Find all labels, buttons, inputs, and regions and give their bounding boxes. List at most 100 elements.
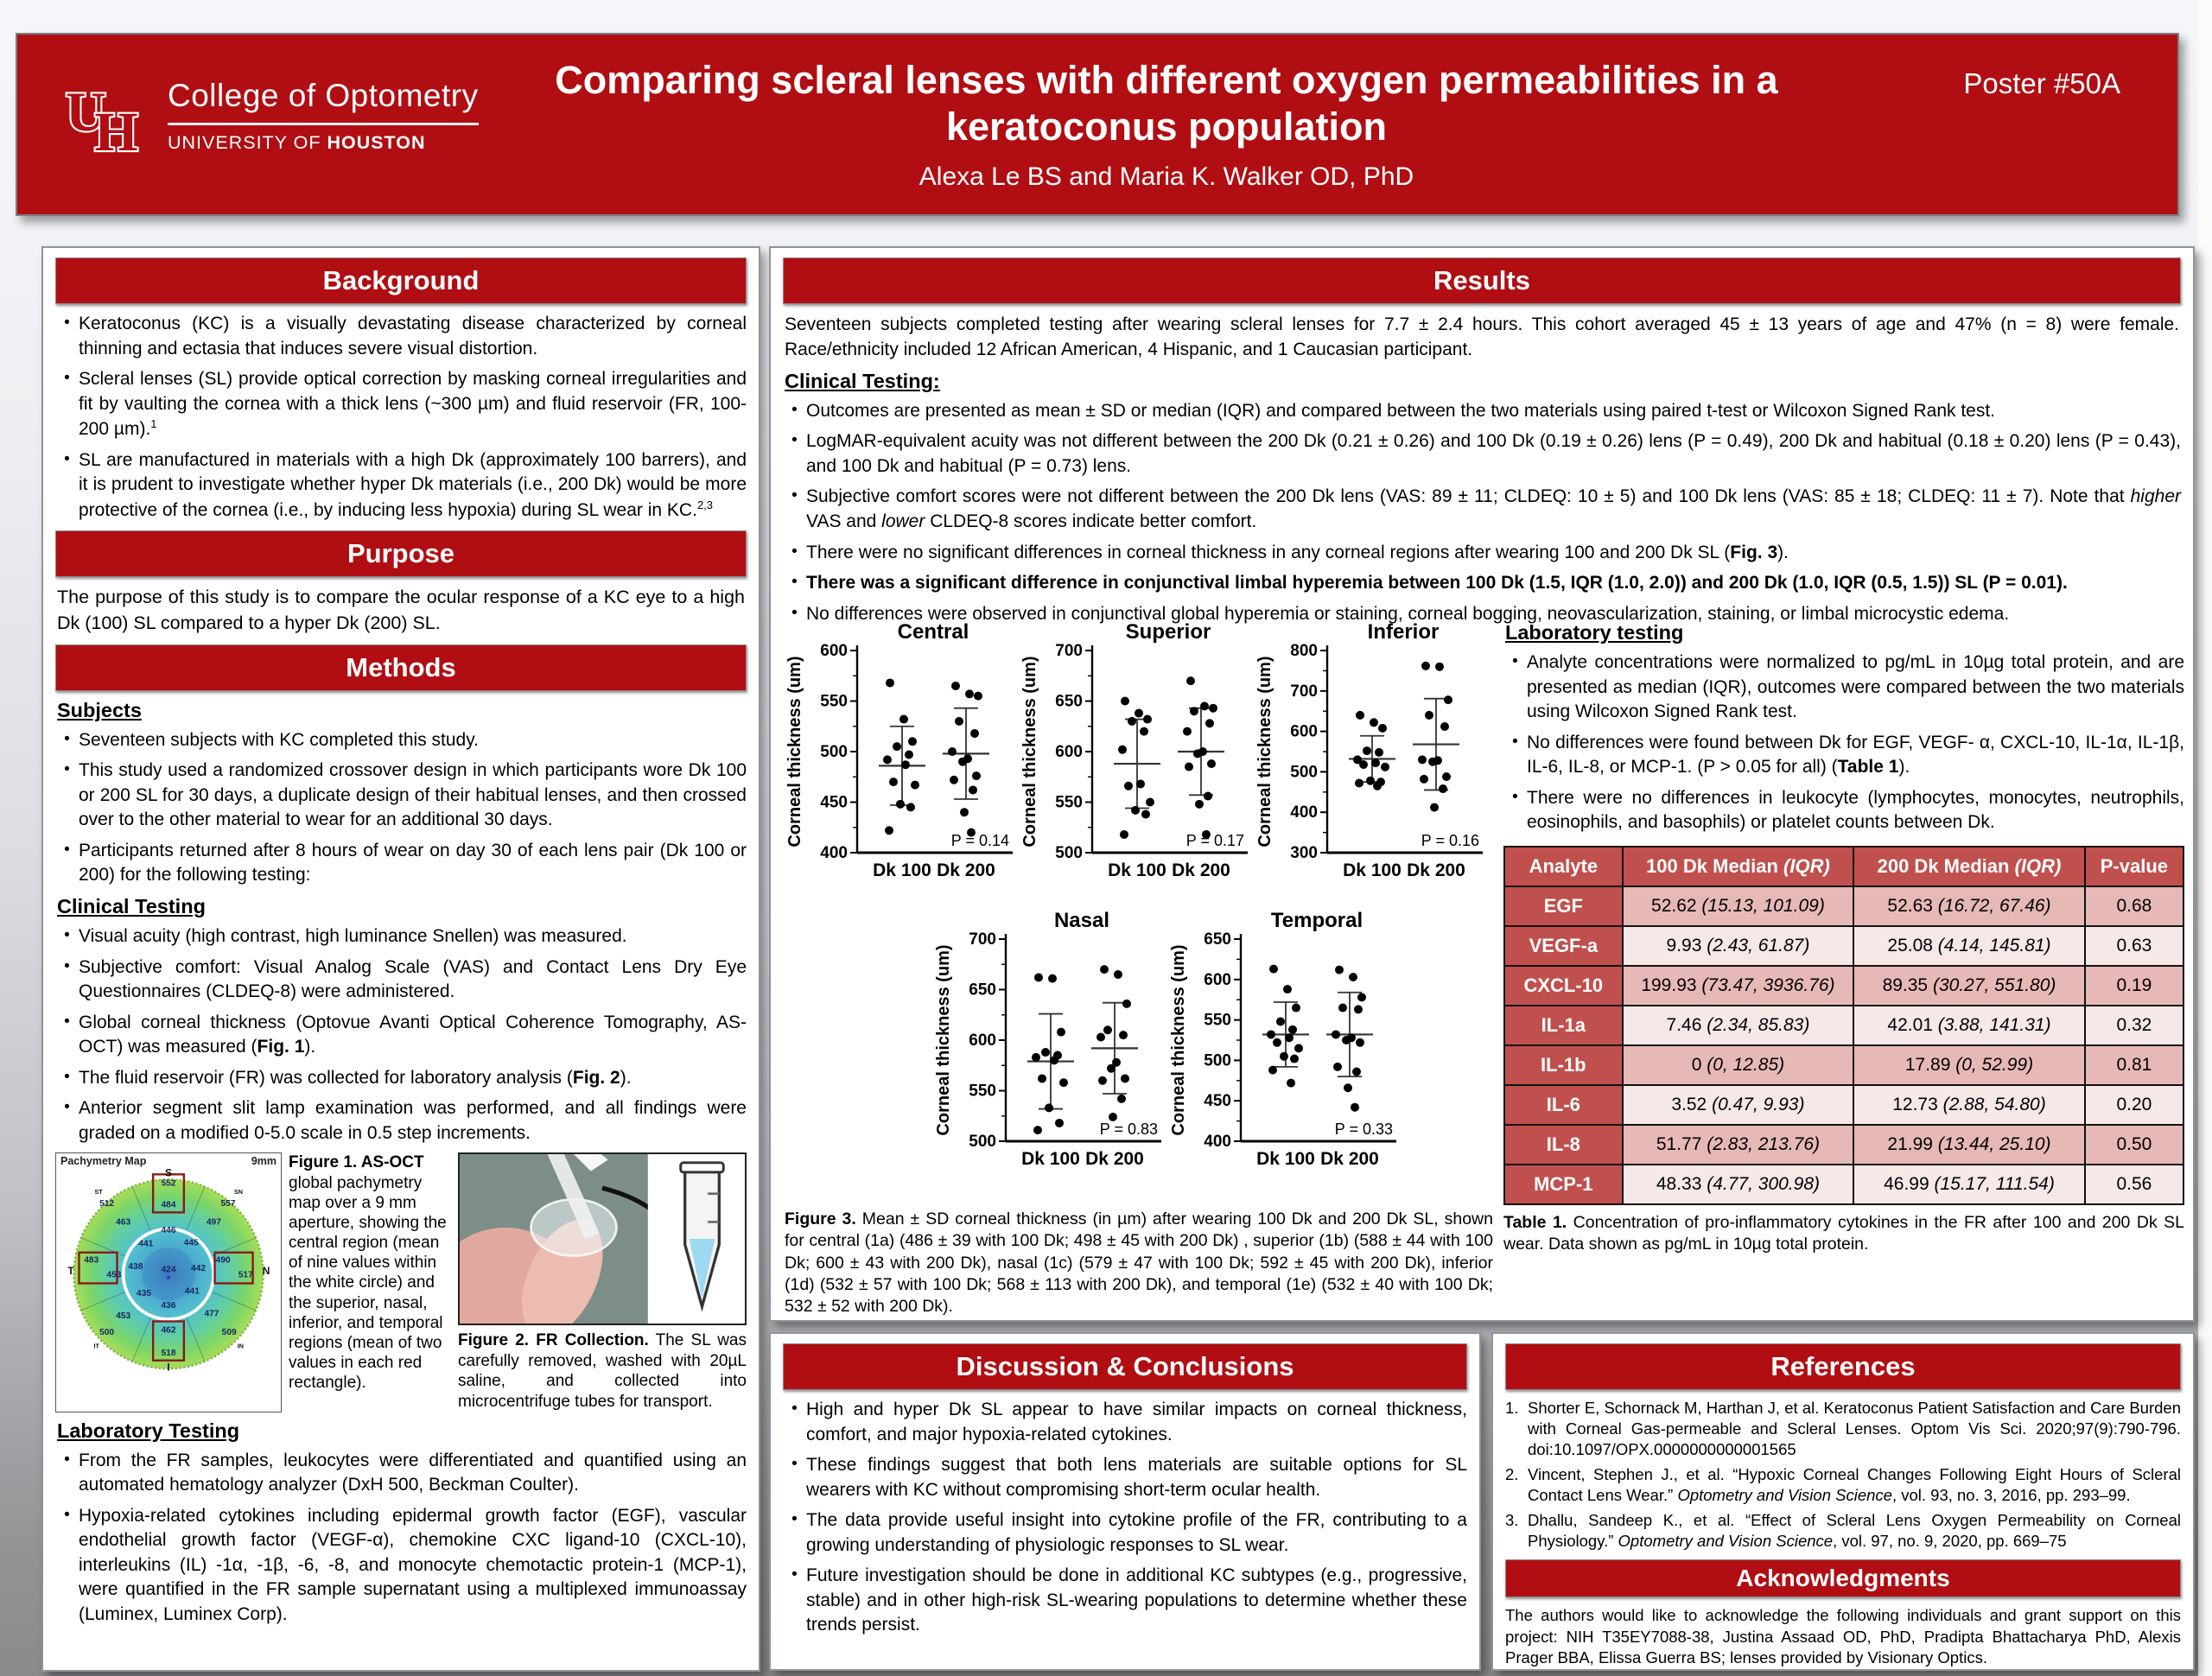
pachymetry-value: 557 [220,1200,235,1209]
value-cell: 7.46 (2.34, 85.83) [1621,1004,1855,1046]
data-point [906,803,915,812]
methods-heading: Methods [55,644,747,691]
pachymetry-value: 435 [137,1289,151,1298]
figure1-caption-body: global pachymetry map over a 9 mm apertu… [289,1173,447,1393]
figure1-caption: Figure 1. AS-OCT global pachymetry map o… [289,1152,451,1412]
pachymetry-value: 441 [138,1240,153,1249]
svg-text:Nasal: Nasal [1054,909,1109,932]
data-point [1378,723,1387,733]
value-cell: 0.20 [2083,1083,2185,1126]
acknowledgments-text: The authors would like to acknowledge th… [1505,1606,2181,1667]
data-point [1185,762,1193,771]
analyte-cell: IL-8 [1503,1123,1624,1165]
bullet-item: • There were no differences in leukocyte … [1503,786,2184,835]
table-header-row: Analyte 100 Dk Median (IQR) 200 Dk Median … [1503,845,2185,887]
bullet-marker: • [1512,652,1518,670]
header-titles: Comparing scleral lenses with different … [553,57,1780,192]
bullet-text: From the FR samples, leukocytes were dif… [79,1450,747,1495]
bullet-text: There were no significant differences in… [806,542,1789,562]
data-point [1287,1078,1295,1088]
data-point [1122,999,1131,1008]
data-point [1055,1118,1064,1127]
figures-row: Pachymetry Map 9mm 552 484 512 557 463 497 446… [55,1152,747,1413]
data-point [1140,727,1148,736]
svg-text:550: 550 [969,1082,996,1101]
data-point [955,716,963,726]
svg-text:Corneal thickness (um): Corneal thickness (um) [934,944,953,1135]
region-box [78,1251,118,1286]
pachymetry-value: 552 [161,1179,175,1189]
bullet-marker: • [791,400,798,419]
direction-label: I [167,1362,169,1373]
region-box [151,1173,186,1214]
bullet-marker: • [1512,732,1518,751]
svg-text:300: 300 [1290,844,1318,862]
svg-text:Corneal thickness (um): Corneal thickness (um) [1255,656,1274,847]
bullet-marker: • [64,1505,70,1524]
data-point [1373,781,1382,790]
svg-text:Corneal thickness (um): Corneal thickness (um) [1169,944,1188,1135]
data-point [1034,973,1043,982]
value-cell: 46.99 (15.17, 111.54) [1853,1163,2086,1205]
data-point [950,775,958,784]
bullet-marker: • [64,925,70,944]
bullet-text: This study used a randomized crossover d… [79,760,747,830]
direction-label: SN [234,1189,243,1196]
bullet-text: Visual acuity (high contrast, high lumin… [79,925,627,946]
bullet-marker: • [64,1012,70,1031]
bullet-marker: • [791,1565,798,1584]
bullet-text: SL are manufactured in materials with a … [79,449,747,520]
data-point [1050,1056,1058,1065]
poster-authors: Alexa Le BS and Maria K. Walker OD, PhD [918,162,1414,191]
cytokine-table: Analyte 100 Dk Median (IQR) 200 Dk Median … [1503,845,2185,1205]
pachymetry-value: 462 [161,1326,175,1336]
bullet-text: Seventeen subjects with KC completed thi… [79,729,480,750]
logo-text: College of Optometry UNIVERSITY OF HOUST… [168,73,479,154]
value-cell: 52.63 (16.72, 67.46) [1853,885,2086,927]
clinical-bullets: • Visual acuity (high contrast, high lumi… [55,924,747,1146]
value-cell: 0.56 [2083,1163,2185,1205]
center-marker: * [166,1273,171,1287]
svg-text:550: 550 [820,693,848,711]
data-point [1439,784,1447,794]
svg-text:600: 600 [1055,743,1083,761]
data-point [1356,710,1364,720]
data-point [1280,1051,1288,1061]
bullet-item: • Visual acuity (high contrast, high lumi… [55,924,747,949]
direction-label: IT [94,1343,100,1350]
pachymetry-value: 463 [116,1218,130,1228]
table-row: VEGF-a 9.93 (2.43, 61.87) 25.08 (4.14, 145… [1503,924,2185,967]
reference-text: Dhallu, Sandeep K., et al. “Effect of Sc… [1528,1511,2181,1551]
table-header-cell: 100 Dk Median (IQR) [1621,845,1855,887]
poster-header: U H College of Optometry UNIVERSITY OF H… [16,33,2179,216]
svg-text:Dk 100: Dk 100 [873,860,931,880]
data-point [1442,772,1451,782]
bullet-marker: • [64,369,70,388]
bullet-marker: • [791,603,798,622]
bullet-item: • Outcomes are presented as mean ± SD or … [783,399,2181,424]
reference-item: 2. Vincent, Stephen J., et al. “Hypoxic C… [1505,1464,2181,1506]
bullet-marker: • [64,840,70,859]
data-point [1190,707,1198,716]
table-row: IL-1a 7.46 (2.34, 85.83) 42.01 (3.88, 141.… [1503,1004,2185,1046]
data-point [1332,1030,1340,1039]
data-point [1114,969,1122,979]
svg-text:Dk 200: Dk 200 [1172,860,1230,880]
svg-text:Corneal thickness (um): Corneal thickness (um) [1020,656,1039,847]
data-point [965,689,974,699]
value-cell: 42.01 (3.88, 141.31) [1853,1004,2086,1046]
bullet-text: No differences were found between Dk for… [1527,732,2184,778]
figure3-caption: Figure 3. Mean ± SD corneal thickness (i… [785,1209,1493,1317]
bullet-marker: • [64,449,70,468]
data-point [1294,1044,1303,1053]
data-point [1425,710,1433,720]
data-point [1354,1005,1363,1014]
bullet-text: There were no differences in leukocyte (… [1527,787,2184,833]
data-point [1353,755,1362,765]
data-point [1421,661,1430,670]
direction-label: N [263,1265,270,1277]
background-heading: Background [55,257,747,304]
laboratory-bullets: • From the FR samples, leukocytes were di… [55,1449,747,1628]
data-point [1032,1052,1040,1062]
analyte-cell: MCP-1 [1503,1163,1624,1205]
